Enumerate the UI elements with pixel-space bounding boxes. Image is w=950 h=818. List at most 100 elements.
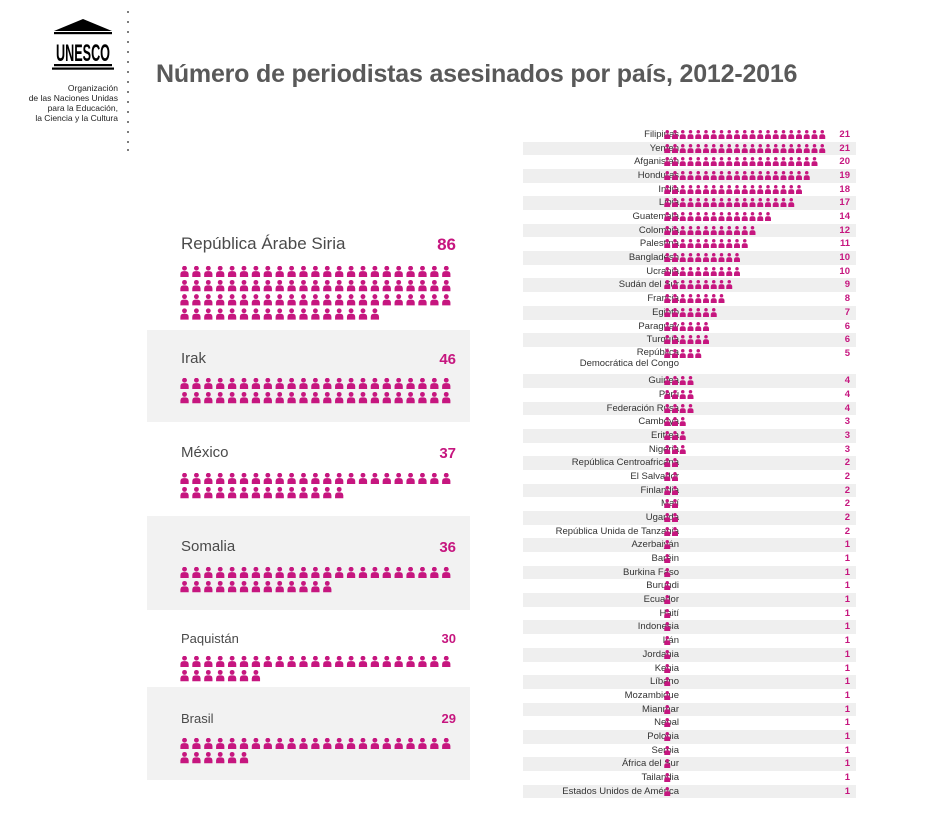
pictogram-bar <box>664 266 740 276</box>
person-icon <box>311 473 320 484</box>
person-icon <box>335 656 344 667</box>
person-icon <box>227 738 237 749</box>
person-icon <box>710 171 717 181</box>
person-icon <box>239 656 249 667</box>
person-icon <box>734 130 740 139</box>
person-icon <box>251 580 261 593</box>
pictogram-bar <box>664 130 826 139</box>
person-icon <box>664 225 671 235</box>
person-icon <box>772 130 779 139</box>
person-icon <box>695 198 702 208</box>
person-icon <box>323 308 332 320</box>
person-icon <box>703 130 709 139</box>
country-row: Malí 2 <box>523 497 856 511</box>
person-icon <box>406 279 415 292</box>
country-row: Egipto7 <box>523 305 856 320</box>
person-icon <box>796 143 802 153</box>
person-icon <box>394 279 403 292</box>
person-icon <box>757 198 764 208</box>
person-icon <box>726 266 733 276</box>
person-icon <box>687 403 694 413</box>
person-icon <box>287 279 296 292</box>
person-icon <box>323 266 332 277</box>
journalist-count: 1 <box>844 758 850 770</box>
country-row: Nigeria 3 <box>523 443 856 457</box>
person-icon <box>192 669 201 682</box>
person-icon <box>323 279 332 292</box>
person-icon <box>204 656 213 667</box>
person-icon <box>204 391 213 404</box>
person-icon <box>382 738 391 749</box>
person-icon <box>780 157 787 167</box>
person-icon <box>192 580 201 593</box>
person-icon <box>418 279 427 292</box>
country-block: Somalia 36 <box>147 516 470 610</box>
person-icon <box>192 738 201 749</box>
person-icon <box>765 130 771 139</box>
person-icon <box>239 266 249 277</box>
person-icon <box>734 225 740 235</box>
person-icon <box>788 171 795 181</box>
country-name: Somalia <box>181 538 236 555</box>
person-icon <box>418 391 427 404</box>
journalist-count: 4 <box>844 402 850 414</box>
person-icon <box>311 580 320 593</box>
pictogram-bar <box>664 759 671 769</box>
person-icon <box>672 499 678 509</box>
person-icon <box>664 704 671 714</box>
journalist-count: 36 <box>439 539 456 556</box>
person-icon <box>216 669 225 682</box>
person-icon <box>664 212 671 222</box>
country-block: México 37 <box>147 422 470 516</box>
person-icon <box>418 266 427 277</box>
person-icon <box>772 157 779 167</box>
person-icon <box>227 473 237 484</box>
person-icon <box>418 473 427 484</box>
country-name: Uganda <box>645 512 679 524</box>
country-name-line: República <box>636 346 679 358</box>
person-icon <box>664 389 671 399</box>
journalist-count: 1 <box>844 676 850 688</box>
person-icon <box>679 444 686 454</box>
pictogram-bar <box>664 608 671 618</box>
person-icon <box>299 738 308 749</box>
country-row: Camboya 3 <box>523 415 856 429</box>
pictogram-bar <box>664 731 671 741</box>
country-name: Guatemala <box>632 211 679 223</box>
person-icon <box>703 266 709 276</box>
pictogram-bar <box>180 656 451 682</box>
country-name: Baréin <box>651 553 679 565</box>
person-icon <box>718 171 725 181</box>
person-icon <box>664 718 671 728</box>
person-icon <box>672 458 678 468</box>
person-icon <box>664 472 671 481</box>
journalist-count: 2 <box>844 457 850 469</box>
person-icon <box>335 473 344 484</box>
person-icon <box>664 759 671 769</box>
person-icon <box>430 656 439 667</box>
person-icon <box>204 669 213 682</box>
country-block: Irak 46 <box>147 330 470 422</box>
person-icon <box>311 294 320 306</box>
country-name: Afganistán <box>634 156 679 168</box>
person-icon <box>275 308 284 320</box>
person-icon <box>811 157 818 167</box>
person-icon <box>406 473 415 484</box>
country-row: Tailandia 1 <box>523 771 856 785</box>
person-icon <box>672 266 678 276</box>
person-icon <box>687 389 694 399</box>
person-icon <box>664 581 671 591</box>
person-icon <box>788 143 795 153</box>
person-icon <box>780 198 787 208</box>
pictogram-bar <box>664 622 671 632</box>
person-icon <box>788 130 795 139</box>
person-icon <box>664 184 671 194</box>
person-icon <box>311 656 320 667</box>
person-icon <box>192 486 201 499</box>
journalist-count: 10 <box>839 265 850 277</box>
person-icon <box>418 738 427 749</box>
person-icon <box>664 348 671 358</box>
person-icon <box>180 567 189 578</box>
pictogram-bar <box>180 567 451 593</box>
person-icon <box>275 294 284 306</box>
